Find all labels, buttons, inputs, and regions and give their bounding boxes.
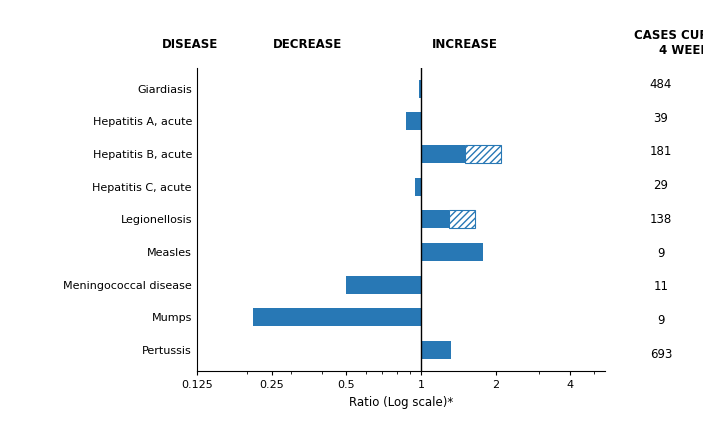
Text: 29: 29 <box>653 179 669 192</box>
Text: 9: 9 <box>657 247 664 260</box>
Bar <box>421 341 451 359</box>
Bar <box>449 211 475 228</box>
X-axis label: Ratio (Log scale)*: Ratio (Log scale)* <box>349 396 453 409</box>
Text: CASES CURRENT
4 WEEKS: CASES CURRENT 4 WEEKS <box>634 29 703 57</box>
Text: 138: 138 <box>650 213 672 226</box>
Text: 181: 181 <box>650 146 672 158</box>
Text: INCREASE: INCREASE <box>432 38 498 51</box>
Text: 484: 484 <box>650 78 672 91</box>
Bar <box>346 276 421 294</box>
Bar <box>419 80 421 98</box>
Bar <box>421 145 465 163</box>
Bar <box>421 211 449 228</box>
Bar <box>421 243 483 261</box>
Text: 9: 9 <box>657 314 664 327</box>
Bar <box>415 178 421 196</box>
Text: 693: 693 <box>650 348 672 361</box>
Text: DECREASE: DECREASE <box>273 38 342 51</box>
Text: 11: 11 <box>653 281 669 293</box>
Bar <box>406 112 421 130</box>
Bar <box>253 308 421 327</box>
Text: DISEASE: DISEASE <box>162 38 218 51</box>
Bar <box>465 145 501 163</box>
Text: 39: 39 <box>653 112 669 124</box>
